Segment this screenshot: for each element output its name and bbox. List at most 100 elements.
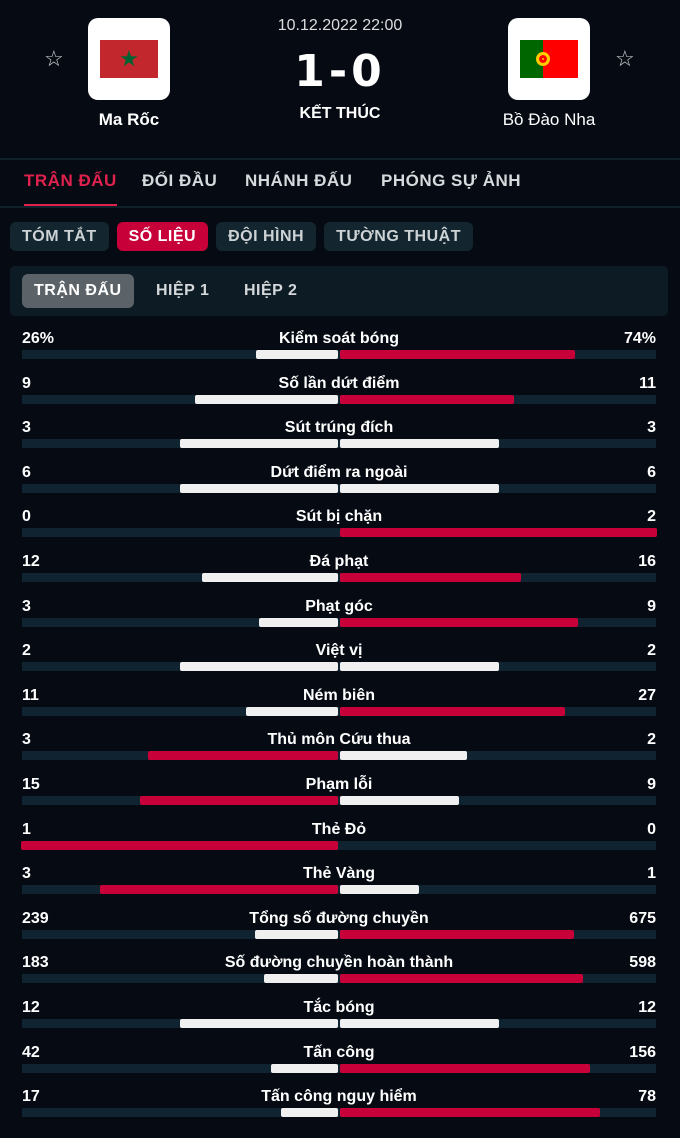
home-value: 9: [22, 374, 31, 392]
home-bar: [258, 617, 338, 627]
stat-label: Tấn công: [303, 1043, 375, 1061]
home-value: 11: [22, 686, 39, 704]
pill-lineups[interactable]: ĐỘI HÌNH: [216, 222, 317, 251]
stat-bar-track: [22, 885, 656, 895]
home-bar: [139, 796, 338, 805]
away-value: 9: [647, 776, 656, 793]
home-bar: [255, 350, 338, 359]
stat-label: Sút trúng đích: [284, 419, 394, 437]
away-team-logo[interactable]: [508, 18, 590, 100]
pill-summary[interactable]: TÓM TẮT: [10, 222, 109, 251]
home-bar: [179, 483, 338, 493]
home-bar: [100, 885, 338, 895]
stat-row: 6 Dứt điểm ra ngoài 6: [22, 464, 656, 494]
away-bar: [340, 974, 583, 984]
home-value: 42: [22, 1043, 40, 1061]
stat-label: Thẻ Đỏ: [311, 820, 367, 838]
stat-bar-track: [22, 394, 656, 404]
stat-bar-track: [22, 573, 656, 582]
stat-label: Thẻ Vàng: [302, 865, 375, 883]
away-bar: [340, 1019, 499, 1028]
stat-label: Dứt điểm ra ngoài: [270, 463, 408, 481]
stat-bar-track: [22, 1019, 656, 1028]
away-value: 2: [647, 508, 656, 526]
tab-head-to-head[interactable]: ĐỐI ĐẦU: [142, 171, 218, 190]
away-bar: [340, 394, 515, 404]
home-value: 15: [22, 776, 40, 793]
stat-row: 15 Phạm lỗi 9: [22, 776, 656, 806]
stat-row: 12 Đá phạt 16: [22, 553, 656, 583]
favorite-home-star-icon[interactable]: ☆: [44, 46, 64, 71]
home-value: 6: [22, 463, 31, 481]
away-team-name[interactable]: Bồ Đào Nha: [502, 110, 596, 129]
match-header: ☆ ★ Ma Rốc 10.12.2022 22:00 1-0 KẾT THÚC…: [0, 0, 680, 158]
away-value: 0: [647, 820, 656, 838]
stat-bar-track: [22, 929, 656, 939]
away-bar: [340, 1108, 601, 1118]
away-value: 2: [647, 642, 656, 660]
home-team-logo[interactable]: ★: [88, 18, 170, 100]
home-value: 3: [22, 731, 31, 749]
stat-row: 11 Ném biên 27: [22, 687, 656, 717]
period-second-half[interactable]: HIỆP 2: [244, 282, 298, 299]
away-bar: [340, 929, 575, 939]
home-bar: [21, 840, 338, 850]
away-bar: [340, 1063, 590, 1073]
tab-photos[interactable]: PHÓNG SỰ ẢNH: [381, 171, 522, 190]
favorite-away-star-icon[interactable]: ☆: [615, 46, 635, 71]
away-value: 3: [647, 419, 656, 437]
away-value: 6: [647, 463, 656, 481]
stat-label: Sút bị chặn: [295, 508, 383, 526]
match-status: KẾT THÚC: [299, 105, 381, 122]
tab-bracket[interactable]: NHÁNH ĐẤU: [245, 171, 353, 190]
stat-bar-track: [22, 350, 656, 359]
morocco-flag-icon: ★: [100, 40, 158, 78]
home-team-name[interactable]: Ma Rốc: [98, 110, 160, 129]
stat-row: 3 Phạt góc 9: [22, 598, 656, 628]
away-value: 9: [647, 597, 656, 615]
home-value: 2: [22, 642, 31, 660]
home-value: 1: [22, 820, 31, 838]
away-bar: [340, 617, 578, 627]
home-bar: [281, 1108, 338, 1118]
home-bar: [263, 974, 338, 984]
divider: [0, 158, 680, 160]
stat-bar-track: [22, 974, 656, 984]
stat-row: 9 Số lần dứt điểm 11: [22, 375, 656, 405]
away-value: 74%: [623, 330, 656, 347]
main-tabs: TRẬN ĐẤU ĐỐI ĐẦU NHÁNH ĐẤU PHÓNG SỰ ẢNH: [0, 158, 680, 208]
period-full-match[interactable]: TRẬN ĐẤU: [22, 274, 134, 308]
stat-bar-track: [22, 662, 656, 672]
stat-label: Tắc bóng: [303, 999, 375, 1016]
home-bar: [179, 439, 338, 449]
sub-tabs: TÓM TẮT SỐ LIỆU ĐỘI HÌNH TƯỜNG THUẬT: [10, 222, 473, 251]
home-bar: [179, 1019, 338, 1028]
home-value: 12: [22, 999, 40, 1016]
home-bar: [202, 573, 338, 582]
home-value: 239: [22, 909, 49, 927]
period-first-half[interactable]: HIỆP 1: [156, 282, 210, 299]
stat-label: Đá phạt: [309, 553, 369, 570]
pill-stats[interactable]: SỐ LIỆU: [116, 222, 209, 251]
stat-label: Tấn công nguy hiểm: [261, 1088, 417, 1106]
home-value: 3: [22, 597, 31, 615]
stat-label: Phạt góc: [305, 597, 373, 615]
tab-match[interactable]: TRẬN ĐẤU: [24, 171, 117, 208]
stat-row: 2 Việt vị 2: [22, 642, 656, 672]
home-value: 26%: [22, 330, 55, 347]
stat-row: 183 Số đường chuyền hoàn thành 598: [22, 954, 656, 984]
pill-commentary[interactable]: TƯỜNG THUẬT: [324, 222, 473, 251]
home-value: 183: [22, 954, 49, 972]
away-value: 11: [639, 374, 656, 392]
stat-label: Tổng số đường chuyền: [249, 909, 429, 927]
away-value: 16: [638, 553, 656, 570]
stat-bar-track: [22, 1108, 656, 1118]
stat-label: Kiểm soát bóng: [278, 330, 399, 347]
away-bar: [340, 483, 499, 493]
home-value: 3: [22, 419, 31, 437]
away-value: 1: [647, 865, 656, 883]
stat-row: 3 Thủ môn Cứu thua 2: [22, 731, 656, 761]
stat-bar-track: [22, 528, 657, 538]
away-value: 598: [629, 954, 656, 972]
away-bar: [340, 662, 499, 672]
